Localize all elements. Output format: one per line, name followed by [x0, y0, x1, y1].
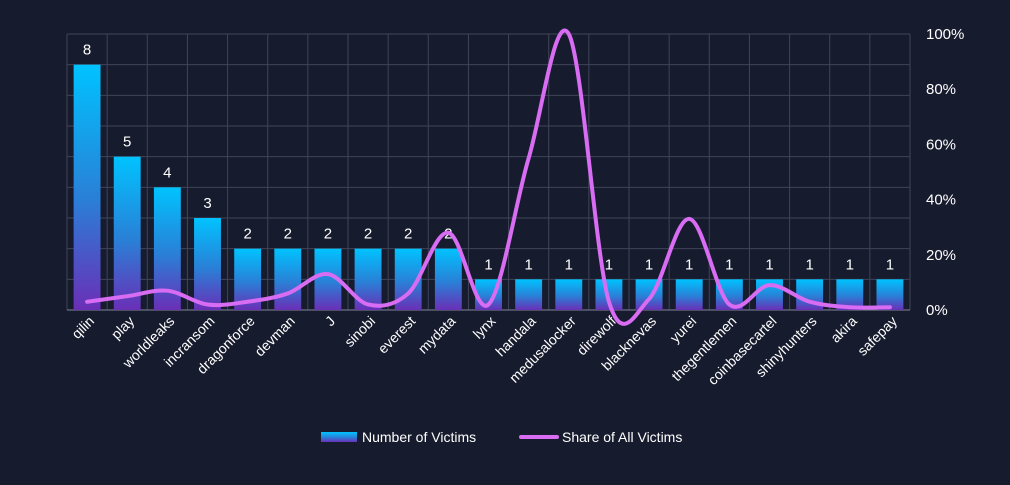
- bar-label: 1: [725, 256, 733, 273]
- bar-label: 1: [685, 256, 693, 273]
- bar-label: 1: [805, 256, 813, 273]
- bar-play: [114, 157, 141, 310]
- bar-mydata: [435, 249, 462, 310]
- x-tick-label: qilin: [68, 313, 97, 342]
- bar-label: 1: [886, 256, 894, 273]
- x-tick-label: devman: [251, 313, 298, 360]
- bar-label: 4: [163, 164, 171, 181]
- right-axis-tick-labels: 0% 20% 40% 60% 80% 100%: [926, 26, 964, 319]
- right-axis-tick-label: 100%: [926, 26, 964, 43]
- bar-label: 2: [364, 226, 372, 243]
- bar-label: 3: [203, 195, 211, 212]
- x-tick-label: J: [322, 313, 338, 329]
- x-tick-label: safepay: [854, 313, 900, 359]
- legend-bar-swatch: [321, 432, 357, 442]
- legend-label: Number of Victims: [362, 429, 476, 445]
- right-axis-tick-label: 20%: [926, 247, 956, 264]
- right-axis-tick-label: 80%: [926, 81, 956, 98]
- bar-label: 2: [404, 226, 412, 243]
- bar-qilin: [74, 65, 101, 310]
- bar-handala: [515, 279, 542, 310]
- bar-label: 2: [284, 226, 292, 243]
- bar-label: 2: [243, 226, 251, 243]
- bar-yurei: [676, 279, 703, 310]
- bar-label: 1: [846, 256, 854, 273]
- x-tick-label: sinobi: [341, 313, 378, 350]
- bar-incransom: [194, 218, 221, 310]
- bar-label: 1: [765, 256, 773, 273]
- bar-label: 1: [484, 256, 492, 273]
- right-axis-tick-label: 60%: [926, 136, 956, 153]
- bar-label: 2: [324, 226, 332, 243]
- x-tick-label: mydata: [415, 313, 459, 357]
- bar-label: 1: [524, 256, 532, 273]
- x-tick-label: lynx: [470, 313, 499, 342]
- legend-label: Share of All Victims: [562, 429, 682, 445]
- legend: Number of Victims Share of All Victims: [321, 429, 682, 445]
- right-axis-tick-label: 0%: [926, 302, 948, 319]
- right-axis-tick-label: 40%: [926, 192, 956, 209]
- x-tick-label: everest: [375, 313, 419, 357]
- x-tick-label: play: [108, 313, 137, 342]
- bar-medusalocker: [555, 279, 582, 310]
- bar-label: 5: [123, 134, 131, 151]
- bar-label: 1: [565, 256, 573, 273]
- bar-devman: [274, 249, 301, 310]
- bar-label: 1: [645, 256, 653, 273]
- bar-label: 8: [83, 42, 91, 59]
- x-tick-label: akira: [827, 313, 860, 346]
- bar-label: 1: [605, 256, 613, 273]
- x-tick-label: yurei: [667, 313, 700, 346]
